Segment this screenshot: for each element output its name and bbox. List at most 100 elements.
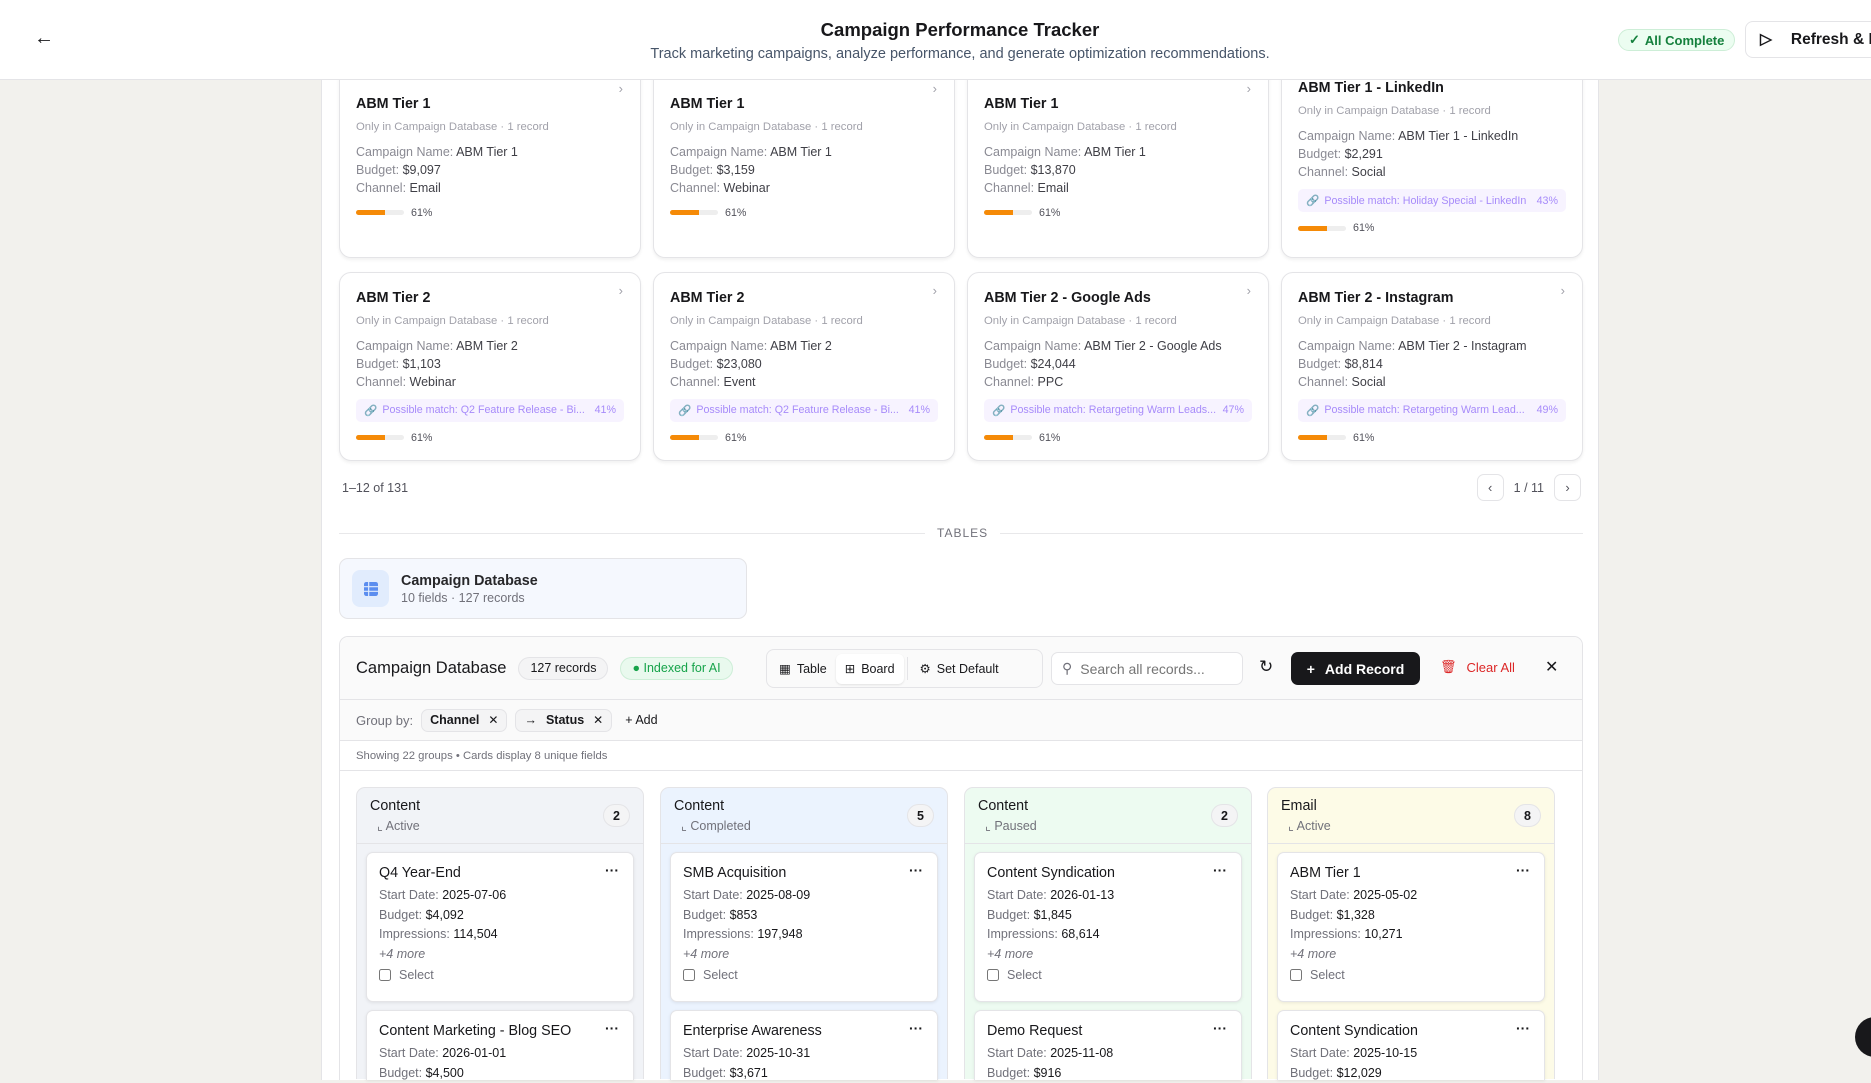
card-title: ABM Tier 2: [670, 290, 938, 306]
possible-match[interactable]: 🔗Possible match: Holiday Special - Linke…: [1298, 189, 1566, 212]
table-meta: 10 fields · 127 records: [401, 591, 538, 605]
refresh-icon[interactable]: ↻: [1259, 657, 1273, 677]
select-row[interactable]: Select: [379, 968, 621, 982]
group-chip-status[interactable]: →Status✕: [515, 709, 612, 732]
set-default-button[interactable]: ⚙Set Default: [911, 654, 1008, 684]
field-value: 114,504: [453, 927, 497, 941]
field-impressions: Impressions: 10,271: [1290, 925, 1532, 945]
help-button[interactable]: [1855, 1017, 1871, 1057]
table-icon: ▦: [779, 661, 791, 676]
board-card[interactable]: Content Marketing - Blog SEO··· Start Da…: [366, 1010, 634, 1080]
field-label: Start Date:: [1290, 888, 1350, 902]
field-value: $916: [1034, 1066, 1062, 1080]
field-channel: Channel: PPC: [984, 373, 1252, 391]
card-subtitle: Only in Campaign Database · 1 record: [1298, 315, 1566, 327]
prev-page-button[interactable]: ‹: [1477, 474, 1504, 501]
more-options-icon[interactable]: ···: [1516, 862, 1530, 878]
table-card-campaign-database[interactable]: Campaign Database 10 fields · 127 records: [339, 558, 747, 619]
possible-match[interactable]: 🔗Possible match: Q2 Feature Release - Bi…: [670, 399, 938, 422]
board-card[interactable]: Q4 Year-End··· Start Date: 2025-07-06 Bu…: [366, 852, 634, 1002]
field-value: ABM Tier 1: [1084, 145, 1146, 159]
select-row[interactable]: Select: [1290, 968, 1532, 982]
field-budget: Budget: $916: [987, 1064, 1229, 1083]
clear-all-button[interactable]: 🗑Clear All: [1440, 659, 1515, 675]
board-card[interactable]: SMB Acquisition··· Start Date: 2025-08-0…: [670, 852, 938, 1002]
select-checkbox[interactable]: [1290, 969, 1302, 981]
possible-match[interactable]: 🔗Possible match: Retargeting Warm Leads.…: [984, 399, 1252, 422]
add-group-button[interactable]: + Add: [625, 713, 657, 727]
more-fields: +4 more: [987, 945, 1229, 965]
field-campaign: Campaign Name: ABM Tier 2: [356, 337, 624, 355]
board-card[interactable]: Content Syndication··· Start Date: 2025-…: [1277, 1010, 1545, 1080]
more-options-icon[interactable]: ···: [605, 1020, 619, 1036]
progress-value: 61%: [411, 207, 432, 219]
field-value: $24,044: [1031, 357, 1076, 371]
remove-icon[interactable]: ✕: [593, 713, 603, 727]
board-card[interactable]: Enterprise Awareness··· Start Date: 2025…: [670, 1010, 938, 1080]
group-chip-label: Status: [546, 713, 584, 727]
group-chip-channel[interactable]: Channel✕: [421, 709, 507, 732]
board-view-button[interactable]: ⊞Board: [836, 654, 904, 684]
close-icon[interactable]: ✕: [1545, 657, 1558, 677]
table-view-button[interactable]: ▦Table: [770, 654, 836, 684]
select-checkbox[interactable]: [987, 969, 999, 981]
card-subtitle: Only in Campaign Database · 1 record: [356, 315, 624, 327]
possible-match[interactable]: 🔗Possible match: Q2 Feature Release - Bi…: [356, 399, 624, 422]
field-value: 2025-08-09: [746, 888, 810, 902]
chevron-right-icon[interactable]: ›: [619, 81, 623, 96]
match-percent: 41%: [909, 404, 930, 416]
board-icon: ⊞: [845, 661, 855, 676]
field-label: Channel:: [356, 181, 406, 195]
field-value: Webinar: [410, 375, 456, 389]
chevron-right-icon[interactable]: ›: [933, 283, 937, 298]
board-card[interactable]: Demo Request··· Start Date: 2025-11-08 B…: [974, 1010, 1242, 1080]
chevron-right-icon[interactable]: ›: [1247, 81, 1251, 96]
column-group: Email: [1281, 798, 1541, 814]
table-name: Campaign Database: [401, 573, 538, 589]
select-row[interactable]: Select: [683, 968, 925, 982]
card-title: Demo Request: [987, 1023, 1229, 1039]
remove-icon[interactable]: ✕: [488, 713, 498, 727]
field-value: $4,092: [426, 908, 464, 922]
select-checkbox[interactable]: [379, 969, 391, 981]
more-options-icon[interactable]: ···: [909, 862, 923, 878]
more-options-icon[interactable]: ···: [1516, 1020, 1530, 1036]
more-options-icon[interactable]: ···: [909, 1020, 923, 1036]
select-checkbox[interactable]: [683, 969, 695, 981]
chevron-right-icon[interactable]: ›: [1247, 283, 1251, 298]
chevron-right-icon[interactable]: ›: [1561, 283, 1565, 298]
chevron-right-icon[interactable]: ›: [933, 81, 937, 96]
more-options-icon[interactable]: ···: [1213, 1020, 1227, 1036]
card-subtitle: Only in Campaign Database · 1 record: [1298, 105, 1566, 117]
match-text: Possible match: Q2 Feature Release - Bi.…: [696, 404, 903, 416]
select-row[interactable]: Select: [987, 968, 1229, 982]
board-card[interactable]: Content Syndication··· Start Date: 2026-…: [974, 852, 1242, 1002]
next-page-button[interactable]: ›: [1554, 474, 1581, 501]
add-record-button[interactable]: +Add Record: [1291, 652, 1420, 685]
search-box[interactable]: ⚲: [1051, 652, 1243, 685]
chevron-right-icon[interactable]: ›: [619, 283, 623, 298]
possible-match[interactable]: 🔗Possible match: Retargeting Warm Lead..…: [1298, 399, 1566, 422]
refresh-run-button[interactable]: ▷Refresh & Ru: [1745, 21, 1871, 58]
column-status-label: Completed: [690, 819, 750, 833]
search-input[interactable]: [1080, 661, 1235, 677]
field-label: Start Date:: [683, 1046, 743, 1060]
match-percent: 43%: [1537, 195, 1558, 207]
field-value: 2026-01-01: [442, 1046, 506, 1060]
board-card[interactable]: ABM Tier 1··· Start Date: 2025-05-02 Bud…: [1277, 852, 1545, 1002]
field-value: $3,671: [730, 1066, 768, 1080]
field-channel: Channel: Email: [984, 179, 1252, 197]
more-options-icon[interactable]: ···: [1213, 862, 1227, 878]
field-channel: Channel: Webinar: [356, 373, 624, 391]
more-options-icon[interactable]: ···: [605, 862, 619, 878]
field-channel: Channel: Social: [1298, 163, 1566, 181]
field-value: $3,159: [717, 163, 755, 177]
